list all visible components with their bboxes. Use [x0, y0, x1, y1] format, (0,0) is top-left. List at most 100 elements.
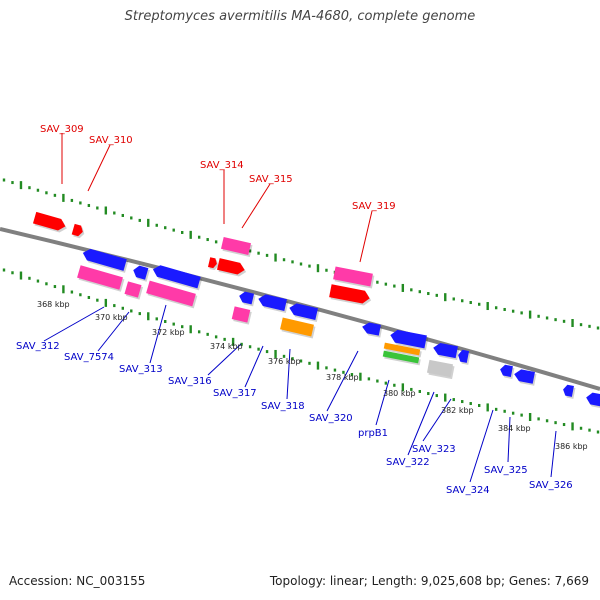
scale-label: 386 kbp: [555, 442, 588, 451]
bottom-track-tick: [478, 403, 481, 407]
top-track-tick: [469, 301, 472, 305]
gene-arrow: [32, 211, 66, 231]
bottom-track-tick: [138, 312, 141, 316]
gene-arrow: [82, 248, 127, 271]
top-track-tick: [596, 326, 600, 330]
top-track-tick: [197, 235, 201, 239]
top-track-tick: [418, 290, 421, 294]
gene-arrow: [258, 294, 287, 311]
bottom-track-tick: [452, 398, 455, 402]
bottom-track-tick: [435, 394, 438, 398]
bottom-tick-track: [2, 268, 600, 434]
top-track-tick: [11, 181, 14, 185]
bottom-track-tick: [308, 361, 311, 365]
gene-arrow: [433, 342, 458, 359]
gene-label-sav-319: SAV_319: [352, 201, 396, 212]
top-track-tick: [528, 310, 532, 319]
bottom-track-tick: [359, 372, 362, 381]
top-track-tick: [291, 260, 294, 264]
bottom-track-tick: [19, 271, 23, 280]
top-track-tick: [147, 218, 150, 227]
bottom-track-tick: [79, 293, 82, 297]
gene-label-sav-325: SAV_325: [484, 465, 528, 476]
bottom-track-tick: [265, 350, 269, 354]
top-track-tick: [511, 309, 515, 313]
label-leader-lines: [43, 133, 557, 483]
top-track-tick: [316, 264, 320, 273]
bottom-track-tick: [206, 332, 209, 336]
leader-line: [244, 345, 264, 388]
bottom-track-tick: [214, 335, 218, 339]
bottom-track-tick: [181, 325, 184, 329]
bottom-track-tick: [342, 370, 345, 374]
gene-label-sav-310: SAV_310: [89, 135, 133, 146]
top-track-tick: [545, 316, 549, 320]
top-track-tick: [121, 213, 124, 217]
gene-label-sav-316: SAV_316: [168, 376, 212, 387]
top-track-tick: [299, 262, 303, 266]
gene-arrow: [289, 303, 318, 320]
leader-line: [359, 210, 373, 263]
leader-line: [550, 430, 557, 478]
gene-arrow: [382, 350, 420, 364]
bottom-track-tick: [503, 409, 506, 413]
bottom-track-tick: [104, 298, 108, 307]
bottom-track-tick: [325, 366, 328, 370]
top-track-tick: [274, 253, 277, 262]
bottom-track-tick: [231, 337, 235, 346]
top-track-tick: [2, 178, 6, 182]
top-track-tick: [571, 318, 574, 327]
gene-arrow: [458, 349, 470, 363]
gene-label-sav-322: SAV_322: [386, 457, 430, 468]
bottom-track-tick: [384, 381, 388, 385]
top-track-tick: [520, 311, 523, 315]
bottom-track-tick: [554, 421, 557, 425]
bottom-track-tick: [282, 354, 286, 358]
bottom-track-tick: [545, 419, 549, 423]
leader-line: [286, 348, 291, 400]
bottom-track-tick: [579, 426, 583, 430]
top-track-tick: [19, 181, 23, 190]
gene-arrow: [426, 359, 454, 378]
gene-label-sav-315: SAV_315: [249, 174, 293, 185]
gene-arrow: [586, 392, 600, 407]
gene-arrow: [77, 265, 123, 290]
gene-label-sav-324: SAV_324: [446, 485, 490, 496]
bottom-track-tick: [588, 428, 591, 432]
bottom-track-tick: [461, 400, 464, 404]
top-track-tick: [282, 258, 286, 262]
bottom-track-tick: [410, 387, 413, 391]
bottom-track-tick: [164, 320, 167, 324]
scale-label: 374 kbp: [210, 342, 243, 351]
bottom-track-tick: [520, 413, 523, 417]
top-track-tick: [53, 193, 57, 197]
gene-label-sav-314: SAV_314: [200, 160, 244, 171]
leader-line: [375, 379, 390, 426]
scale-labels: 368 kbp 370 kbp 372 kbp 374 kbp 376 kbp 378 k…: [37, 300, 588, 451]
accession-text: Accession: NC_003155: [9, 574, 146, 588]
gene-label-sav-7574: SAV_7574: [64, 352, 114, 363]
gene-features: [32, 211, 600, 409]
top-track-tick: [452, 297, 455, 301]
top-track-tick: [376, 280, 379, 284]
leader-line: [422, 398, 452, 442]
gene-label-sav-317: SAV_317: [213, 388, 257, 399]
top-track-tick: [401, 283, 405, 292]
bottom-track-tick: [130, 309, 133, 313]
top-track-tick: [503, 307, 506, 311]
top-track-tick: [562, 319, 566, 323]
gene-arrow: [390, 329, 427, 349]
genome-summary-text: Topology: linear; Length: 9,025,608 bp; …: [269, 574, 589, 588]
gene-label-sav-318: SAV_318: [261, 401, 305, 412]
leader-line: [469, 409, 494, 483]
bottom-track-tick: [28, 276, 31, 280]
top-track-tick: [444, 293, 447, 302]
scale-label: 380 kbp: [383, 389, 416, 398]
bottom-track-tick: [528, 412, 532, 421]
top-track-tick: [96, 206, 99, 210]
bottom-track-tick: [562, 423, 566, 427]
bottom-track-tick: [121, 306, 124, 310]
gene-arrow: [71, 223, 83, 237]
scale-label: 368 kbp: [37, 300, 70, 309]
top-track-tick: [189, 230, 192, 239]
